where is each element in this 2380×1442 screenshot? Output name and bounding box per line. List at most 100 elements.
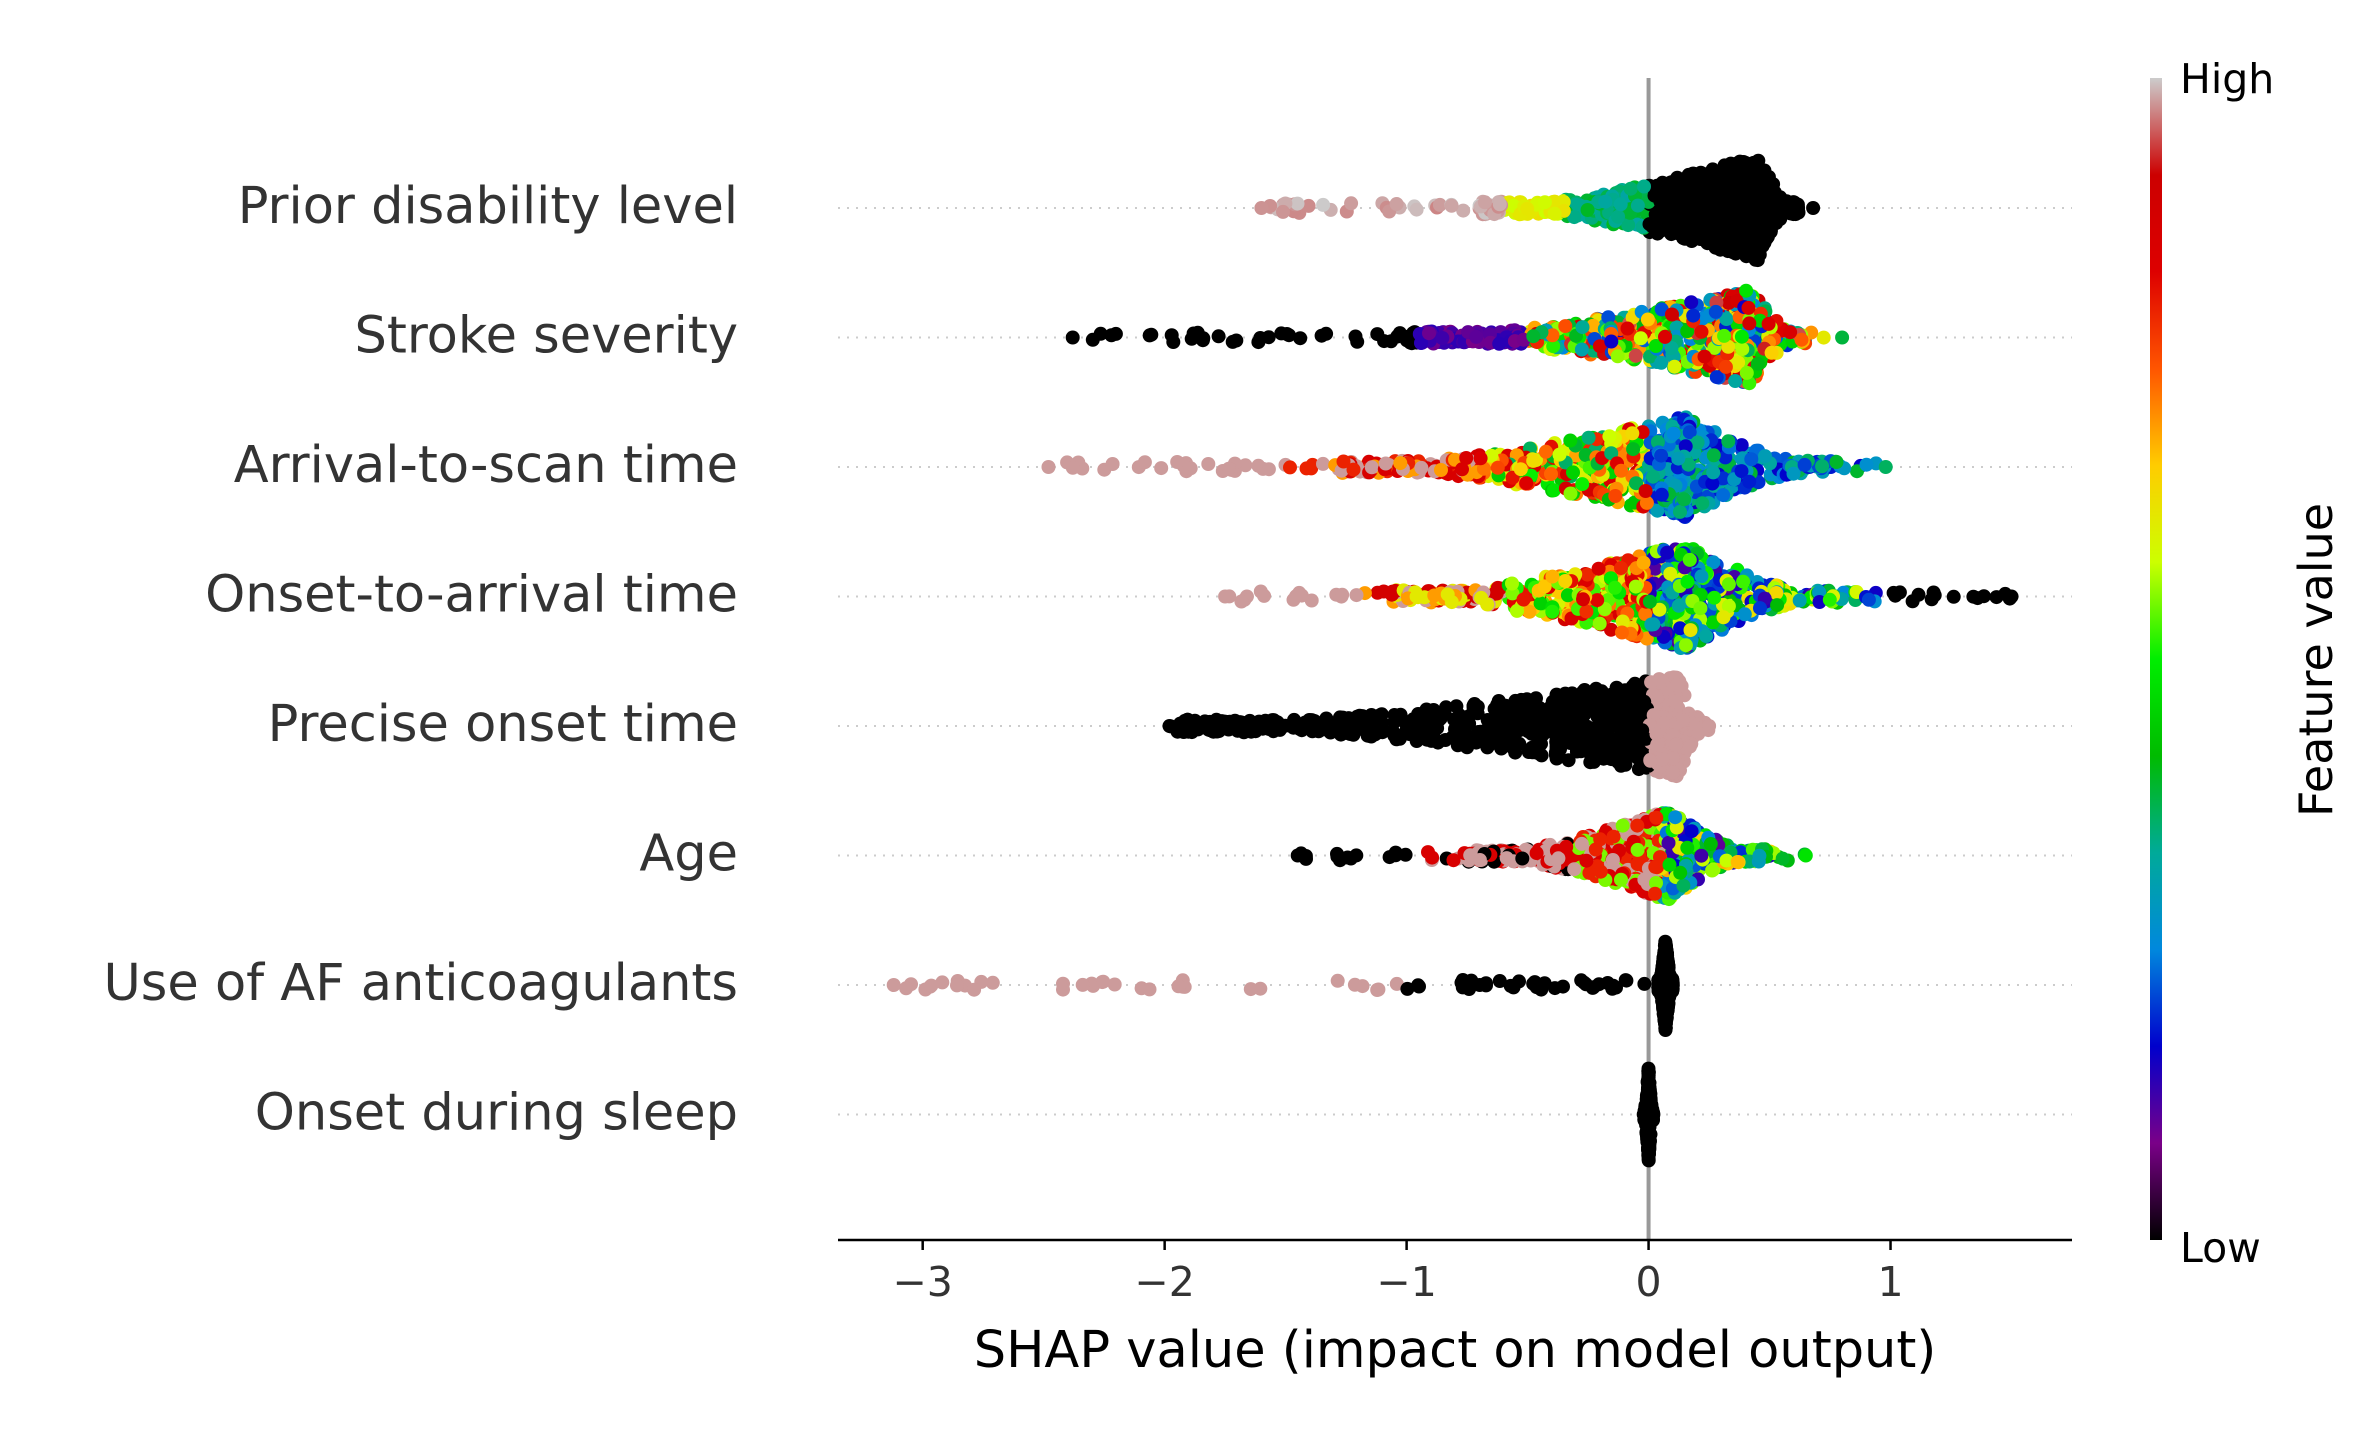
shap-point bbox=[1344, 196, 1358, 210]
shap-point bbox=[1744, 175, 1758, 189]
shap-point bbox=[1390, 197, 1404, 211]
shap-point bbox=[1683, 740, 1697, 754]
shap-point bbox=[1682, 222, 1696, 236]
shap-point bbox=[1316, 457, 1330, 471]
shap-point bbox=[1742, 316, 1756, 330]
shap-point bbox=[1612, 701, 1626, 715]
shap-point bbox=[1676, 713, 1690, 727]
shap-point bbox=[1576, 320, 1590, 334]
shap-point bbox=[1523, 605, 1537, 619]
shap-point bbox=[1579, 738, 1593, 752]
shap-point bbox=[1655, 753, 1669, 767]
shap-point bbox=[1722, 188, 1736, 202]
shap-point bbox=[1639, 484, 1653, 498]
shap-point bbox=[1262, 722, 1276, 736]
shap-point bbox=[1693, 211, 1707, 225]
shap-point bbox=[1347, 463, 1361, 477]
shap-point bbox=[1650, 738, 1664, 752]
shap-point bbox=[1660, 546, 1674, 560]
shap-point bbox=[1558, 319, 1572, 333]
shap-point bbox=[1508, 723, 1522, 737]
shap-point bbox=[1643, 754, 1657, 768]
shap-point bbox=[1631, 199, 1645, 213]
shap-point bbox=[1614, 464, 1628, 478]
shap-point bbox=[1783, 325, 1797, 339]
shap-point bbox=[1587, 755, 1601, 769]
shap-point bbox=[1643, 595, 1657, 609]
shap-point bbox=[1410, 203, 1424, 217]
shap-point bbox=[1719, 360, 1733, 374]
shap-point bbox=[1418, 712, 1432, 726]
shap-point bbox=[1611, 689, 1625, 703]
shap-point bbox=[1709, 305, 1723, 319]
shap-point bbox=[1643, 217, 1657, 231]
shap-point bbox=[1598, 195, 1612, 209]
shap-point bbox=[1635, 723, 1649, 737]
shap-point bbox=[1302, 713, 1316, 727]
shap-point bbox=[1615, 626, 1629, 640]
shap-point bbox=[1471, 706, 1485, 720]
shap-point bbox=[1566, 465, 1580, 479]
shap-point bbox=[1706, 465, 1720, 479]
shap-point bbox=[1693, 232, 1707, 246]
shap-point bbox=[1575, 477, 1589, 491]
shap-point bbox=[1581, 203, 1595, 217]
shap-point bbox=[1499, 699, 1513, 713]
shap-point bbox=[1434, 463, 1448, 477]
shap-point bbox=[1611, 349, 1625, 363]
shap-point bbox=[1947, 590, 1961, 604]
shap-point bbox=[1254, 201, 1268, 215]
shap-point bbox=[1558, 687, 1572, 701]
shap-point bbox=[1669, 738, 1683, 752]
shap-point bbox=[1611, 210, 1625, 224]
shap-point bbox=[1249, 724, 1263, 738]
shap-point bbox=[1728, 374, 1742, 388]
shap-point bbox=[1798, 458, 1812, 472]
shap-point bbox=[1758, 449, 1772, 463]
shap-point bbox=[1592, 701, 1606, 715]
shap-point bbox=[1576, 592, 1590, 606]
shap-point bbox=[1474, 591, 1488, 605]
shap-point bbox=[1562, 753, 1576, 767]
shap-point bbox=[1491, 461, 1505, 475]
shap-point bbox=[1383, 850, 1397, 864]
shap-point bbox=[1815, 459, 1829, 473]
shap-point bbox=[1680, 194, 1694, 208]
shap-point bbox=[1787, 467, 1801, 481]
shap-point bbox=[1699, 629, 1713, 643]
shap-point bbox=[1602, 429, 1616, 443]
shap-point bbox=[1735, 330, 1749, 344]
shap-point bbox=[1350, 588, 1364, 602]
shap-point bbox=[1223, 715, 1237, 729]
shap-point bbox=[1592, 562, 1606, 576]
shap-point bbox=[1492, 337, 1506, 351]
shap-point bbox=[1563, 434, 1577, 448]
shap-point bbox=[1526, 745, 1540, 759]
shap-point bbox=[1698, 350, 1712, 364]
shap-point bbox=[1545, 605, 1559, 619]
shap-point bbox=[1658, 330, 1672, 344]
shap-point bbox=[1621, 322, 1635, 336]
shap-point bbox=[1830, 455, 1844, 469]
shap-point bbox=[1478, 195, 1492, 209]
shap-point bbox=[1520, 202, 1534, 216]
shap-point bbox=[1716, 488, 1730, 502]
shap-point bbox=[1646, 470, 1660, 484]
shap-point bbox=[1751, 357, 1765, 371]
shap-point bbox=[1526, 329, 1540, 343]
shap-point bbox=[1706, 220, 1720, 234]
shap-point bbox=[1445, 199, 1459, 213]
shap-point bbox=[1683, 553, 1697, 567]
shap-point bbox=[1469, 330, 1483, 344]
shap-point bbox=[1109, 327, 1123, 341]
shap-point bbox=[1368, 723, 1382, 737]
shap-point bbox=[1637, 180, 1651, 194]
shap-point bbox=[1316, 198, 1330, 212]
shap-point bbox=[1186, 716, 1200, 730]
shap-point bbox=[1611, 755, 1625, 769]
shap-point bbox=[1166, 335, 1180, 349]
shap-point bbox=[1553, 448, 1567, 462]
shap-point bbox=[1706, 182, 1720, 196]
shap-point bbox=[1582, 431, 1596, 445]
shap-point bbox=[1626, 442, 1640, 456]
